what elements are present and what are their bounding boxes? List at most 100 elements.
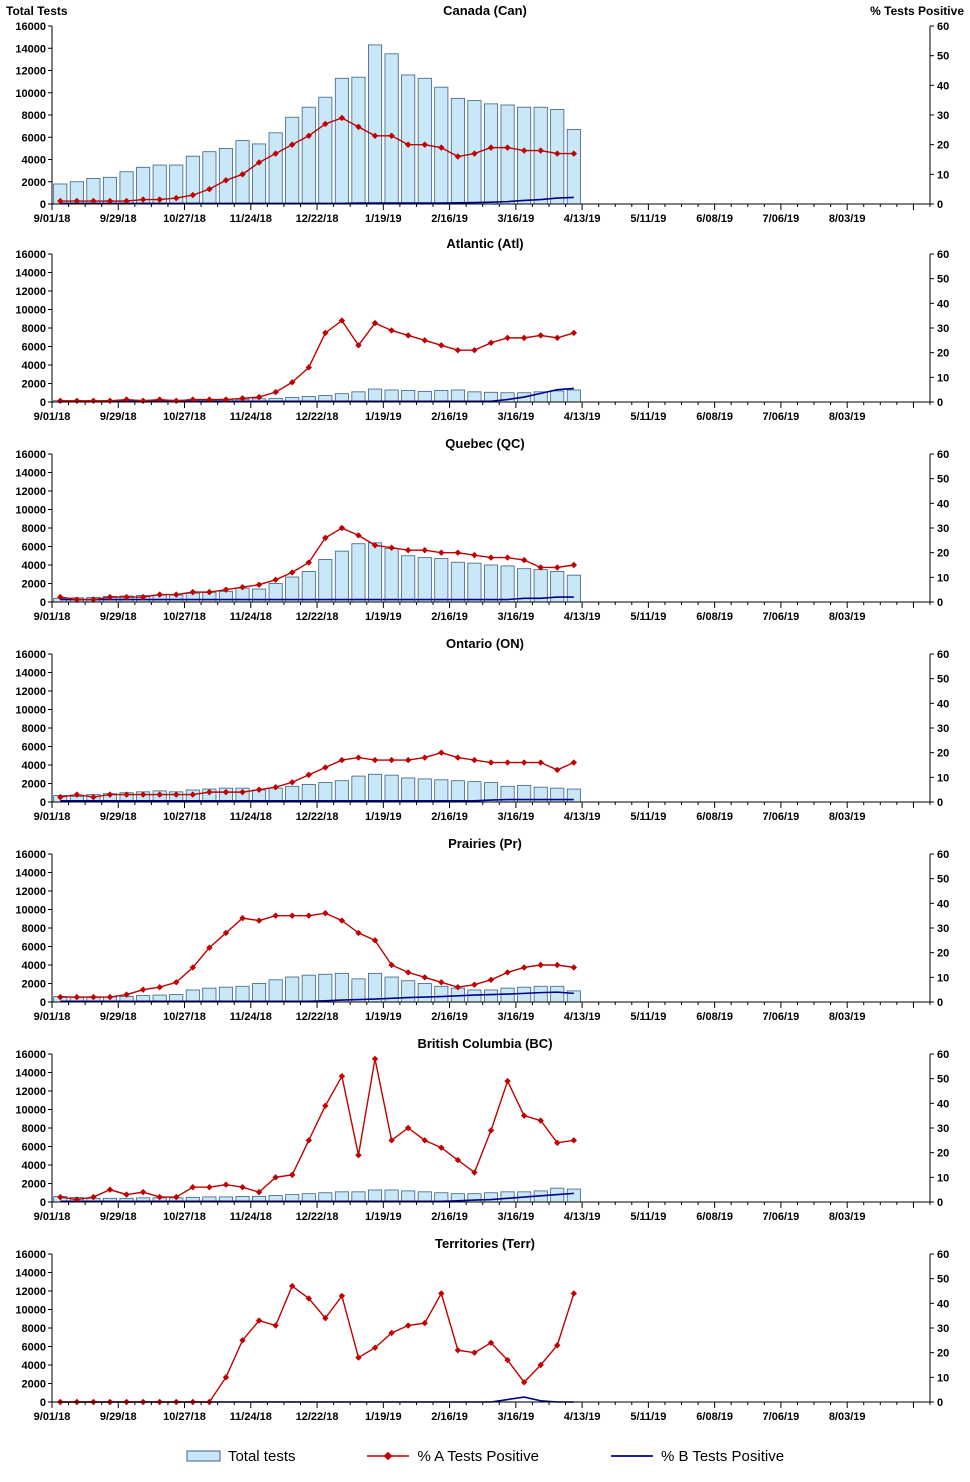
svg-text:6000: 6000 [22,742,46,754]
svg-text:10: 10 [937,169,949,181]
svg-text:10000: 10000 [15,88,46,100]
svg-text:1/19/19: 1/19/19 [365,811,402,823]
svg-text:10000: 10000 [15,305,46,317]
svg-text:11/24/18: 11/24/18 [230,213,272,225]
svg-text:10/27/18: 10/27/18 [163,213,206,225]
total-tests-bars [53,44,581,205]
svg-text:60: 60 [937,1249,949,1261]
svg-text:2000: 2000 [22,579,46,591]
svg-text:20: 20 [937,140,949,152]
pct-b-line [60,1396,574,1403]
svg-text:10000: 10000 [15,505,46,517]
svg-text:1/19/19: 1/19/19 [365,1011,402,1023]
svg-text:2000: 2000 [22,779,46,791]
svg-text:20: 20 [937,348,949,360]
svg-text:12000: 12000 [15,66,46,78]
svg-text:6/08/19: 6/08/19 [696,411,733,423]
svg-text:3/16/19: 3/16/19 [497,1411,534,1423]
svg-text:20: 20 [937,948,949,960]
svg-text:8/03/19: 8/03/19 [829,1011,866,1023]
svg-text:11/24/18: 11/24/18 [230,611,272,623]
svg-text:1/19/19: 1/19/19 [365,611,402,623]
axis-tick-labels: 0 2000 4000 6000 8000 10000 12000 14000 16000 0 10… [15,649,949,823]
pct-a-markers [57,910,578,1001]
svg-text:4000: 4000 [22,360,46,372]
svg-text:60: 60 [937,249,949,261]
svg-text:12000: 12000 [15,886,46,898]
svg-text:7/06/19: 7/06/19 [763,811,800,823]
svg-text:14000: 14000 [15,468,46,480]
svg-text:9/29/18: 9/29/18 [100,611,137,623]
svg-text:60: 60 [937,449,949,461]
svg-text:9/29/18: 9/29/18 [100,1411,137,1423]
legend-label-total-tests: Total tests [227,1447,296,1465]
axes [48,253,934,408]
svg-text:6/08/19: 6/08/19 [696,611,733,623]
svg-text:2000: 2000 [22,1379,46,1391]
svg-text:8000: 8000 [22,1323,46,1335]
pct-a-markers [57,524,578,603]
svg-text:6000: 6000 [22,342,46,354]
svg-text:50: 50 [937,474,949,486]
svg-text:8/03/19: 8/03/19 [829,213,866,225]
svg-text:6000: 6000 [22,1342,46,1354]
svg-text:7/06/19: 7/06/19 [763,611,800,623]
svg-text:60: 60 [937,1049,949,1061]
svg-text:9/01/18: 9/01/18 [34,411,71,423]
total-tests-bars [53,972,581,1003]
svg-text:2000: 2000 [22,979,46,991]
svg-text:4000: 4000 [22,1360,46,1372]
chart-title: British Columbia (BC) [417,1036,552,1051]
svg-text:9/01/18: 9/01/18 [34,213,71,225]
svg-text:40: 40 [937,898,949,910]
legend-item-pct-a: % A Tests Positive [365,1448,539,1465]
svg-text:11/24/18: 11/24/18 [230,811,272,823]
svg-text:0: 0 [40,397,46,409]
svg-text:30: 30 [937,1123,949,1135]
svg-text:8/03/19: 8/03/19 [829,811,866,823]
svg-text:5/11/19: 5/11/19 [630,411,666,423]
svg-text:2/16/19: 2/16/19 [431,811,468,823]
svg-text:4000: 4000 [22,155,46,167]
left-axis-title: Total Tests [6,4,68,18]
svg-text:4/13/19: 4/13/19 [564,1411,601,1423]
svg-text:3/16/19: 3/16/19 [497,213,534,225]
svg-text:8/03/19: 8/03/19 [829,411,866,423]
svg-text:0: 0 [937,997,943,1009]
svg-text:9/29/18: 9/29/18 [100,213,137,225]
legend-item-pct-b: % B Tests Positive [609,1448,784,1465]
top-header-row: Total Tests Canada (Can) % Tests Positiv… [0,0,970,20]
svg-text:2/16/19: 2/16/19 [431,1011,468,1023]
chart-canada: 0 2000 4000 6000 8000 10000 12000 14000 16000 0 10… [15,21,949,225]
svg-text:9/29/18: 9/29/18 [100,1011,137,1023]
svg-text:30: 30 [937,1323,949,1335]
pct-b-line [60,798,574,802]
svg-text:8/03/19: 8/03/19 [829,1211,866,1223]
axis-tick-labels: 0 2000 4000 6000 8000 10000 12000 14000 16000 0 10… [15,1249,949,1423]
svg-text:50: 50 [937,874,949,886]
pct-a-line [60,1058,574,1201]
svg-text:11/24/18: 11/24/18 [230,1211,272,1223]
pct-a-markers [57,1282,578,1406]
svg-text:8000: 8000 [22,523,46,535]
axes [48,653,934,808]
total-tests-swatch-icon [186,1450,221,1462]
chart-atlantic: Atlantic (Atl) 0 2000 4000 6000 8000 10000 1200… [15,236,949,423]
pct-b-swatch-icon [610,1455,653,1457]
right-axis-title: % Tests Positive [870,4,964,18]
svg-text:10/27/18: 10/27/18 [163,411,206,423]
svg-text:10: 10 [937,1172,949,1184]
svg-text:10000: 10000 [15,905,46,917]
svg-text:20: 20 [937,548,949,560]
svg-text:6/08/19: 6/08/19 [696,1011,733,1023]
svg-text:50: 50 [937,674,949,686]
svg-text:10000: 10000 [15,1105,46,1117]
svg-text:2000: 2000 [22,177,46,189]
legend-label-pct-b: % B Tests Positive [660,1447,785,1465]
svg-text:40: 40 [937,1098,949,1110]
svg-text:16000: 16000 [15,1249,46,1261]
svg-text:20: 20 [937,1348,949,1360]
legend-item-total-tests: Total tests [186,1447,296,1465]
svg-text:30: 30 [937,110,949,122]
svg-text:7/06/19: 7/06/19 [763,1211,800,1223]
